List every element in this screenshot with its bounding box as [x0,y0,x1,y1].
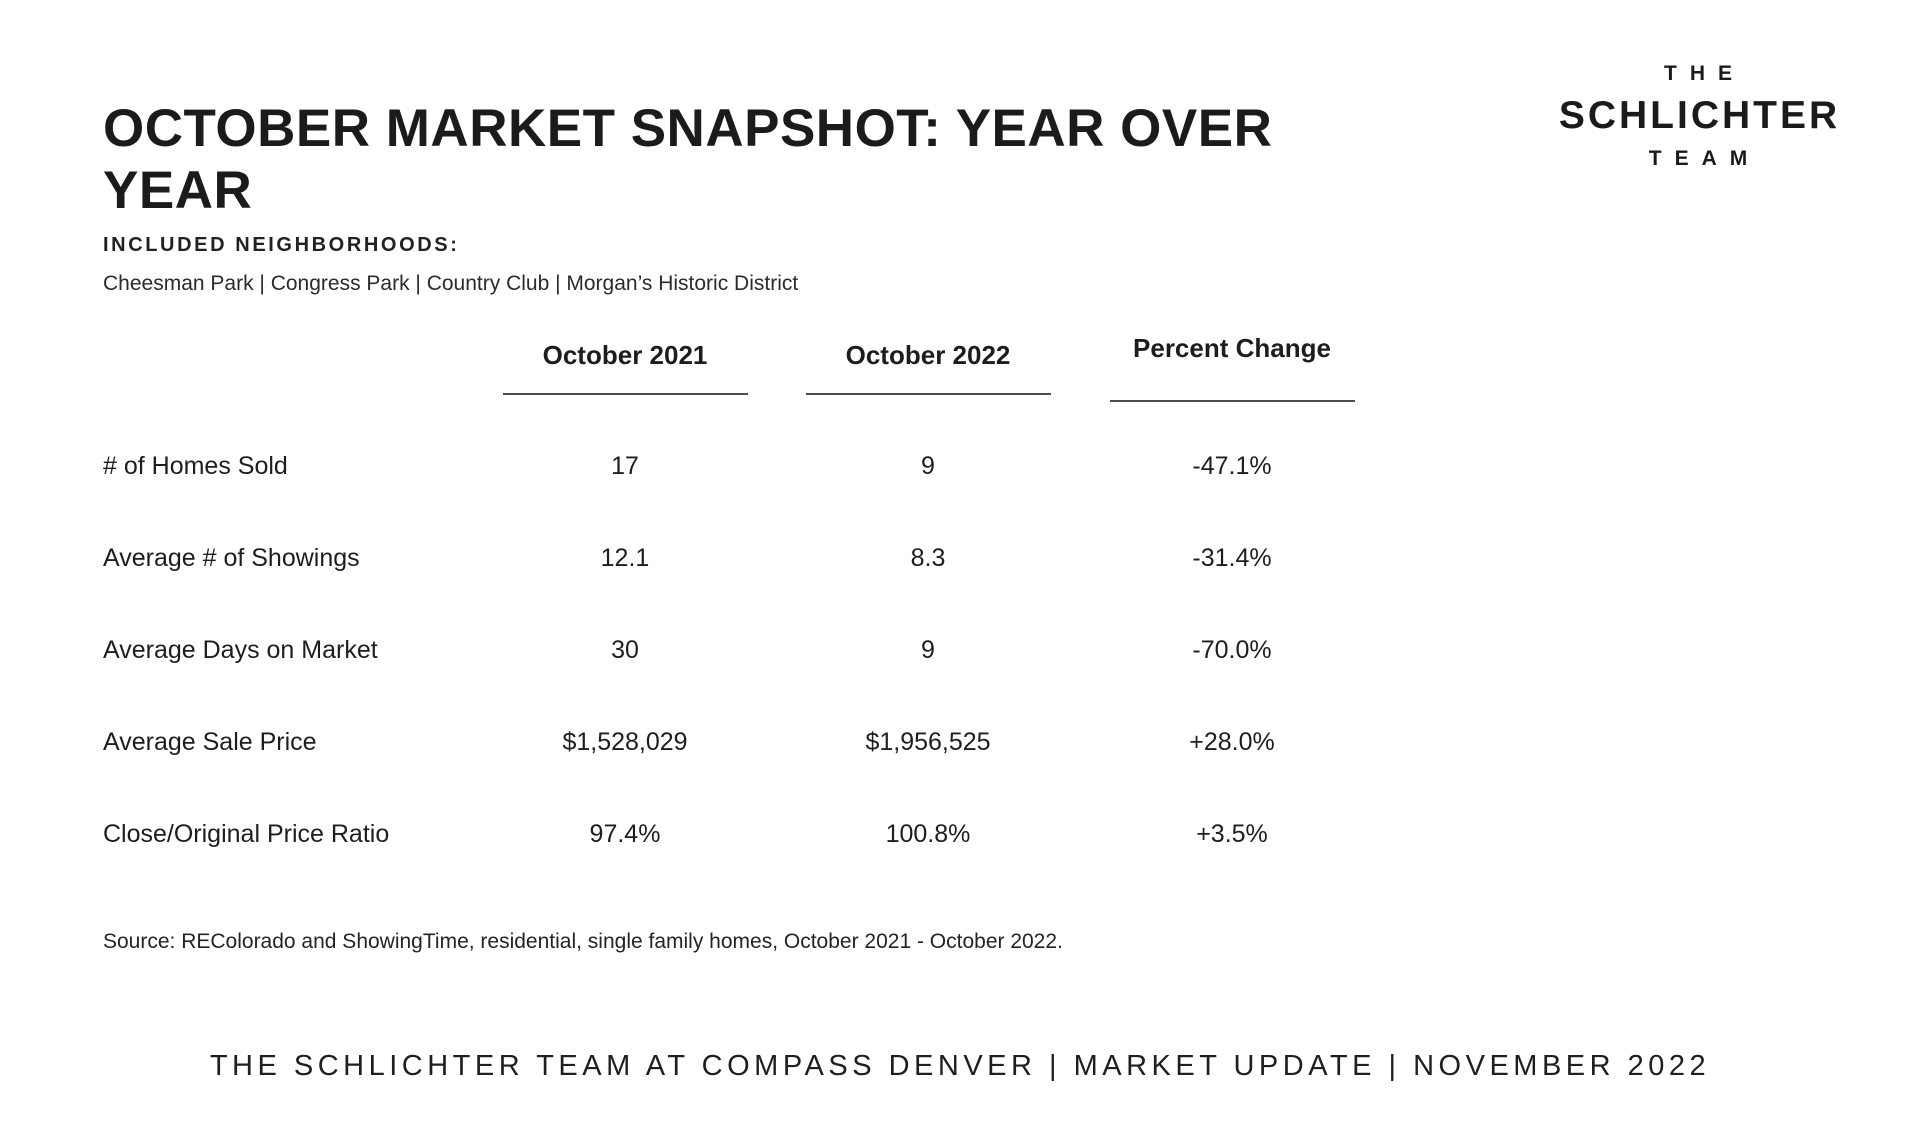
logo-word-schlichter: SCHLICHTER [1558,94,1841,137]
logo-word-the: THE [1664,62,1745,85]
column-header-underline [805,393,1051,395]
close-original-ratio-2021-value: 97.4% [589,819,661,848]
column-header-label: Percent Change [1133,333,1331,363]
avg-sale-price-2021-value: $1,528,029 [562,727,688,756]
included-neighborhoods-label: INCLUDED NEIGHBORHOODS: [103,234,460,256]
row-label-homes-sold: # of Homes Sold [103,451,288,480]
source-note: Source: REColorado and ShowingTime, resi… [103,930,1063,953]
row-label-avg-showings: Average # of Showings [103,543,360,572]
footer-banner: THE SCHLICHTER TEAM AT COMPASS DENVER | … [209,1050,1711,1082]
row-label-avg-days-on-market: Average Days on Market [103,635,378,664]
avg-showings-change-value: -31.4% [1192,543,1272,572]
close-original-ratio-change-value: +3.5% [1196,819,1268,848]
market-snapshot-table: October 2021 October 2022 Percent Change… [103,330,1405,880]
column-header-label: October 2021 [542,340,708,370]
column-header-label: October 2022 [845,340,1011,370]
column-header-october-2021: October 2021 [453,330,797,420]
neighborhoods-list: Cheesman Park | Congress Park | Country … [103,272,799,295]
avg-sale-price-2022-value: $1,956,525 [865,727,991,756]
homes-sold-2021-value: 17 [611,451,639,480]
avg-days-change-value: -70.0% [1192,635,1272,664]
column-header-percent-change: Percent Change [1059,330,1405,420]
avg-sale-price-change-value: +28.0% [1189,727,1275,756]
page-title-line2: YEAR [103,161,253,221]
schlichter-team-logo: THE SCHLICHTER TEAM [1528,62,1868,171]
homes-sold-2022-value: 9 [921,451,935,480]
page-title: OCTOBER MARKET SNAPSHOT: YEAR OVER YEAR [103,98,1272,223]
avg-days-2022-value: 9 [921,635,935,664]
page-title-line1: OCTOBER MARKET SNAPSHOT: YEAR OVER [103,98,1273,158]
column-header-underline [502,393,748,395]
avg-showings-2021-value: 12.1 [600,543,650,572]
logo-word-team: TEAM [1648,147,1761,170]
column-header-october-2022: October 2022 [797,330,1059,420]
close-original-ratio-2022-value: 100.8% [885,819,971,848]
avg-showings-2022-value: 8.3 [910,543,946,572]
column-header-underline [1109,400,1355,402]
homes-sold-change-value: -47.1% [1192,451,1272,480]
row-label-close-original-ratio: Close/Original Price Ratio [103,819,390,848]
table-corner-cell [103,330,453,420]
avg-days-2021-value: 30 [611,635,639,664]
row-label-avg-sale-price: Average Sale Price [103,727,317,756]
